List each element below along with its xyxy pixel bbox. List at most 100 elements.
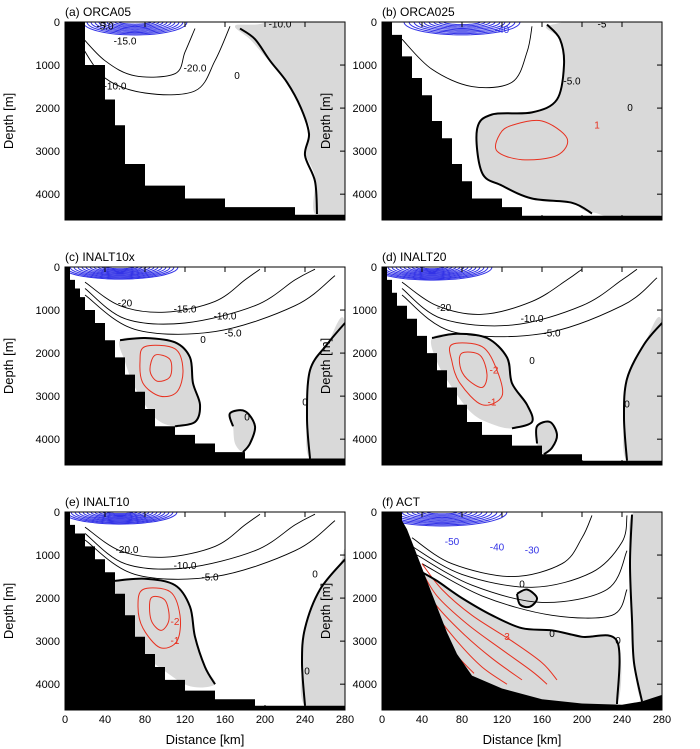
- negative-contour: [415, 267, 449, 271]
- panel-2: -20 -15.0 -10.0 -5.0 0 0 0 0 1000 2000 3000 4000 (c)…: [1, 250, 346, 466]
- panel-title: (e) INALT10: [65, 495, 130, 509]
- negative-contour: [411, 267, 453, 272]
- y-tick-label: 3000: [36, 636, 60, 648]
- negative-contour: [407, 267, 457, 273]
- panel-title: (f) ACT: [382, 495, 421, 509]
- panel-title: (a) ORCA05: [65, 5, 131, 19]
- positive-contour: [419, 567, 548, 685]
- neutral-contour: [401, 26, 533, 89]
- panels: -5.0-10.0-15.0-20.00-10.0010002000300040…: [1, 5, 671, 726]
- contour-label: 0: [549, 629, 555, 640]
- y-tick-label: 0: [54, 507, 60, 519]
- zero-contour: [628, 514, 643, 702]
- y-tick-label: 4000: [353, 189, 377, 201]
- neutral-contour: [84, 520, 336, 580]
- shade-region: [476, 22, 662, 220]
- contour-label: 0: [200, 335, 206, 346]
- zero-contour: [228, 409, 257, 453]
- topography: [65, 267, 345, 465]
- contour-label: -15.0: [174, 305, 197, 316]
- y-tick-label: 1000: [36, 305, 60, 317]
- contour-label: 0: [627, 103, 633, 114]
- x-tick-label: 200: [573, 714, 591, 726]
- x-tick-label: 80: [456, 714, 468, 726]
- negative-contour: [66, 512, 174, 524]
- neutral-contour: [416, 550, 628, 603]
- negative-contour: [81, 267, 159, 275]
- negative-contour: [433, 22, 491, 28]
- positive-contour: [421, 563, 558, 681]
- contour-label: 0: [519, 579, 525, 590]
- contour-label: 0: [624, 400, 630, 411]
- neutral-contour: [84, 268, 261, 313]
- contour-label: 1: [594, 120, 600, 131]
- contour-label: -10.0: [174, 561, 197, 572]
- y-axis-label: Depth [m]: [1, 583, 16, 639]
- contour-label: -40: [490, 542, 505, 553]
- neutral-contour: [79, 28, 196, 78]
- contour-label: -20: [118, 299, 133, 310]
- y-tick-label: 4000: [353, 434, 377, 446]
- zero-contour: [535, 420, 559, 456]
- zero-contour: [431, 332, 534, 430]
- negative-contour: [428, 22, 496, 30]
- positive-contour: [149, 595, 170, 631]
- negative-contour: [90, 22, 180, 34]
- topography: [382, 22, 662, 220]
- contour-label: -1: [171, 636, 180, 647]
- contour-label: -5.0: [201, 572, 219, 583]
- y-axis-label: Depth [m]: [1, 93, 16, 149]
- negative-contour: [86, 22, 184, 35]
- y-tick-label: 0: [371, 17, 377, 29]
- y-tick-label: 3000: [353, 636, 377, 648]
- y-tick-label: 3000: [36, 146, 60, 158]
- contour-label: -20: [437, 303, 452, 314]
- negative-contour: [98, 22, 172, 31]
- x-tick-label: 120: [493, 714, 511, 726]
- negative-contour: [106, 22, 164, 29]
- contour-label: -10.0: [521, 314, 544, 325]
- x-tick-label: 120: [176, 714, 194, 726]
- shade-region: [421, 572, 622, 709]
- x-tick-label: 0: [62, 714, 68, 726]
- contour-label: 0: [529, 356, 535, 367]
- contour-label: -30: [525, 546, 540, 557]
- contour-label: 0: [312, 569, 318, 580]
- x-tick-label: 80: [139, 714, 151, 726]
- neutral-contour: [84, 513, 261, 558]
- zero-contour: [300, 558, 345, 706]
- negative-contour: [401, 512, 483, 521]
- negative-contour: [65, 267, 175, 279]
- negative-contour: [89, 267, 151, 273]
- neutral-contour: [84, 275, 336, 335]
- positive-contour: [448, 342, 504, 406]
- neutral-contour: [421, 563, 628, 619]
- contour-label: -40: [495, 25, 510, 36]
- y-tick-label: 0: [371, 262, 377, 274]
- y-tick-label: 2000: [353, 348, 377, 360]
- negative-contour: [395, 267, 469, 275]
- y-axis-label: Depth [m]: [1, 338, 16, 394]
- contour-label: -5.0: [543, 329, 561, 340]
- y-tick-label: 2000: [353, 103, 377, 115]
- contour-label: 0: [244, 413, 250, 424]
- neutral-contour: [84, 268, 316, 325]
- contour-label: -10.0: [214, 312, 237, 323]
- positive-contour: [139, 344, 184, 398]
- contour-label: -10.0: [269, 20, 292, 31]
- contour-label: -2: [490, 365, 499, 376]
- x-tick-label: 160: [216, 714, 234, 726]
- shade-region: [306, 317, 345, 465]
- negative-contour: [106, 512, 134, 515]
- negative-contour: [383, 267, 481, 278]
- y-axis-label: Depth [m]: [318, 338, 333, 394]
- neutral-contour: [401, 277, 658, 338]
- y-tick-label: 4000: [36, 679, 60, 691]
- contour-label: 3: [504, 632, 510, 643]
- negative-contour: [426, 512, 458, 515]
- y-tick-label: 1000: [353, 550, 377, 562]
- neutral-contour: [411, 515, 593, 578]
- neutral-contour: [401, 268, 638, 327]
- positive-contour: [137, 587, 182, 649]
- plot-area: -40 -5.0 0 -5 1: [382, 22, 662, 220]
